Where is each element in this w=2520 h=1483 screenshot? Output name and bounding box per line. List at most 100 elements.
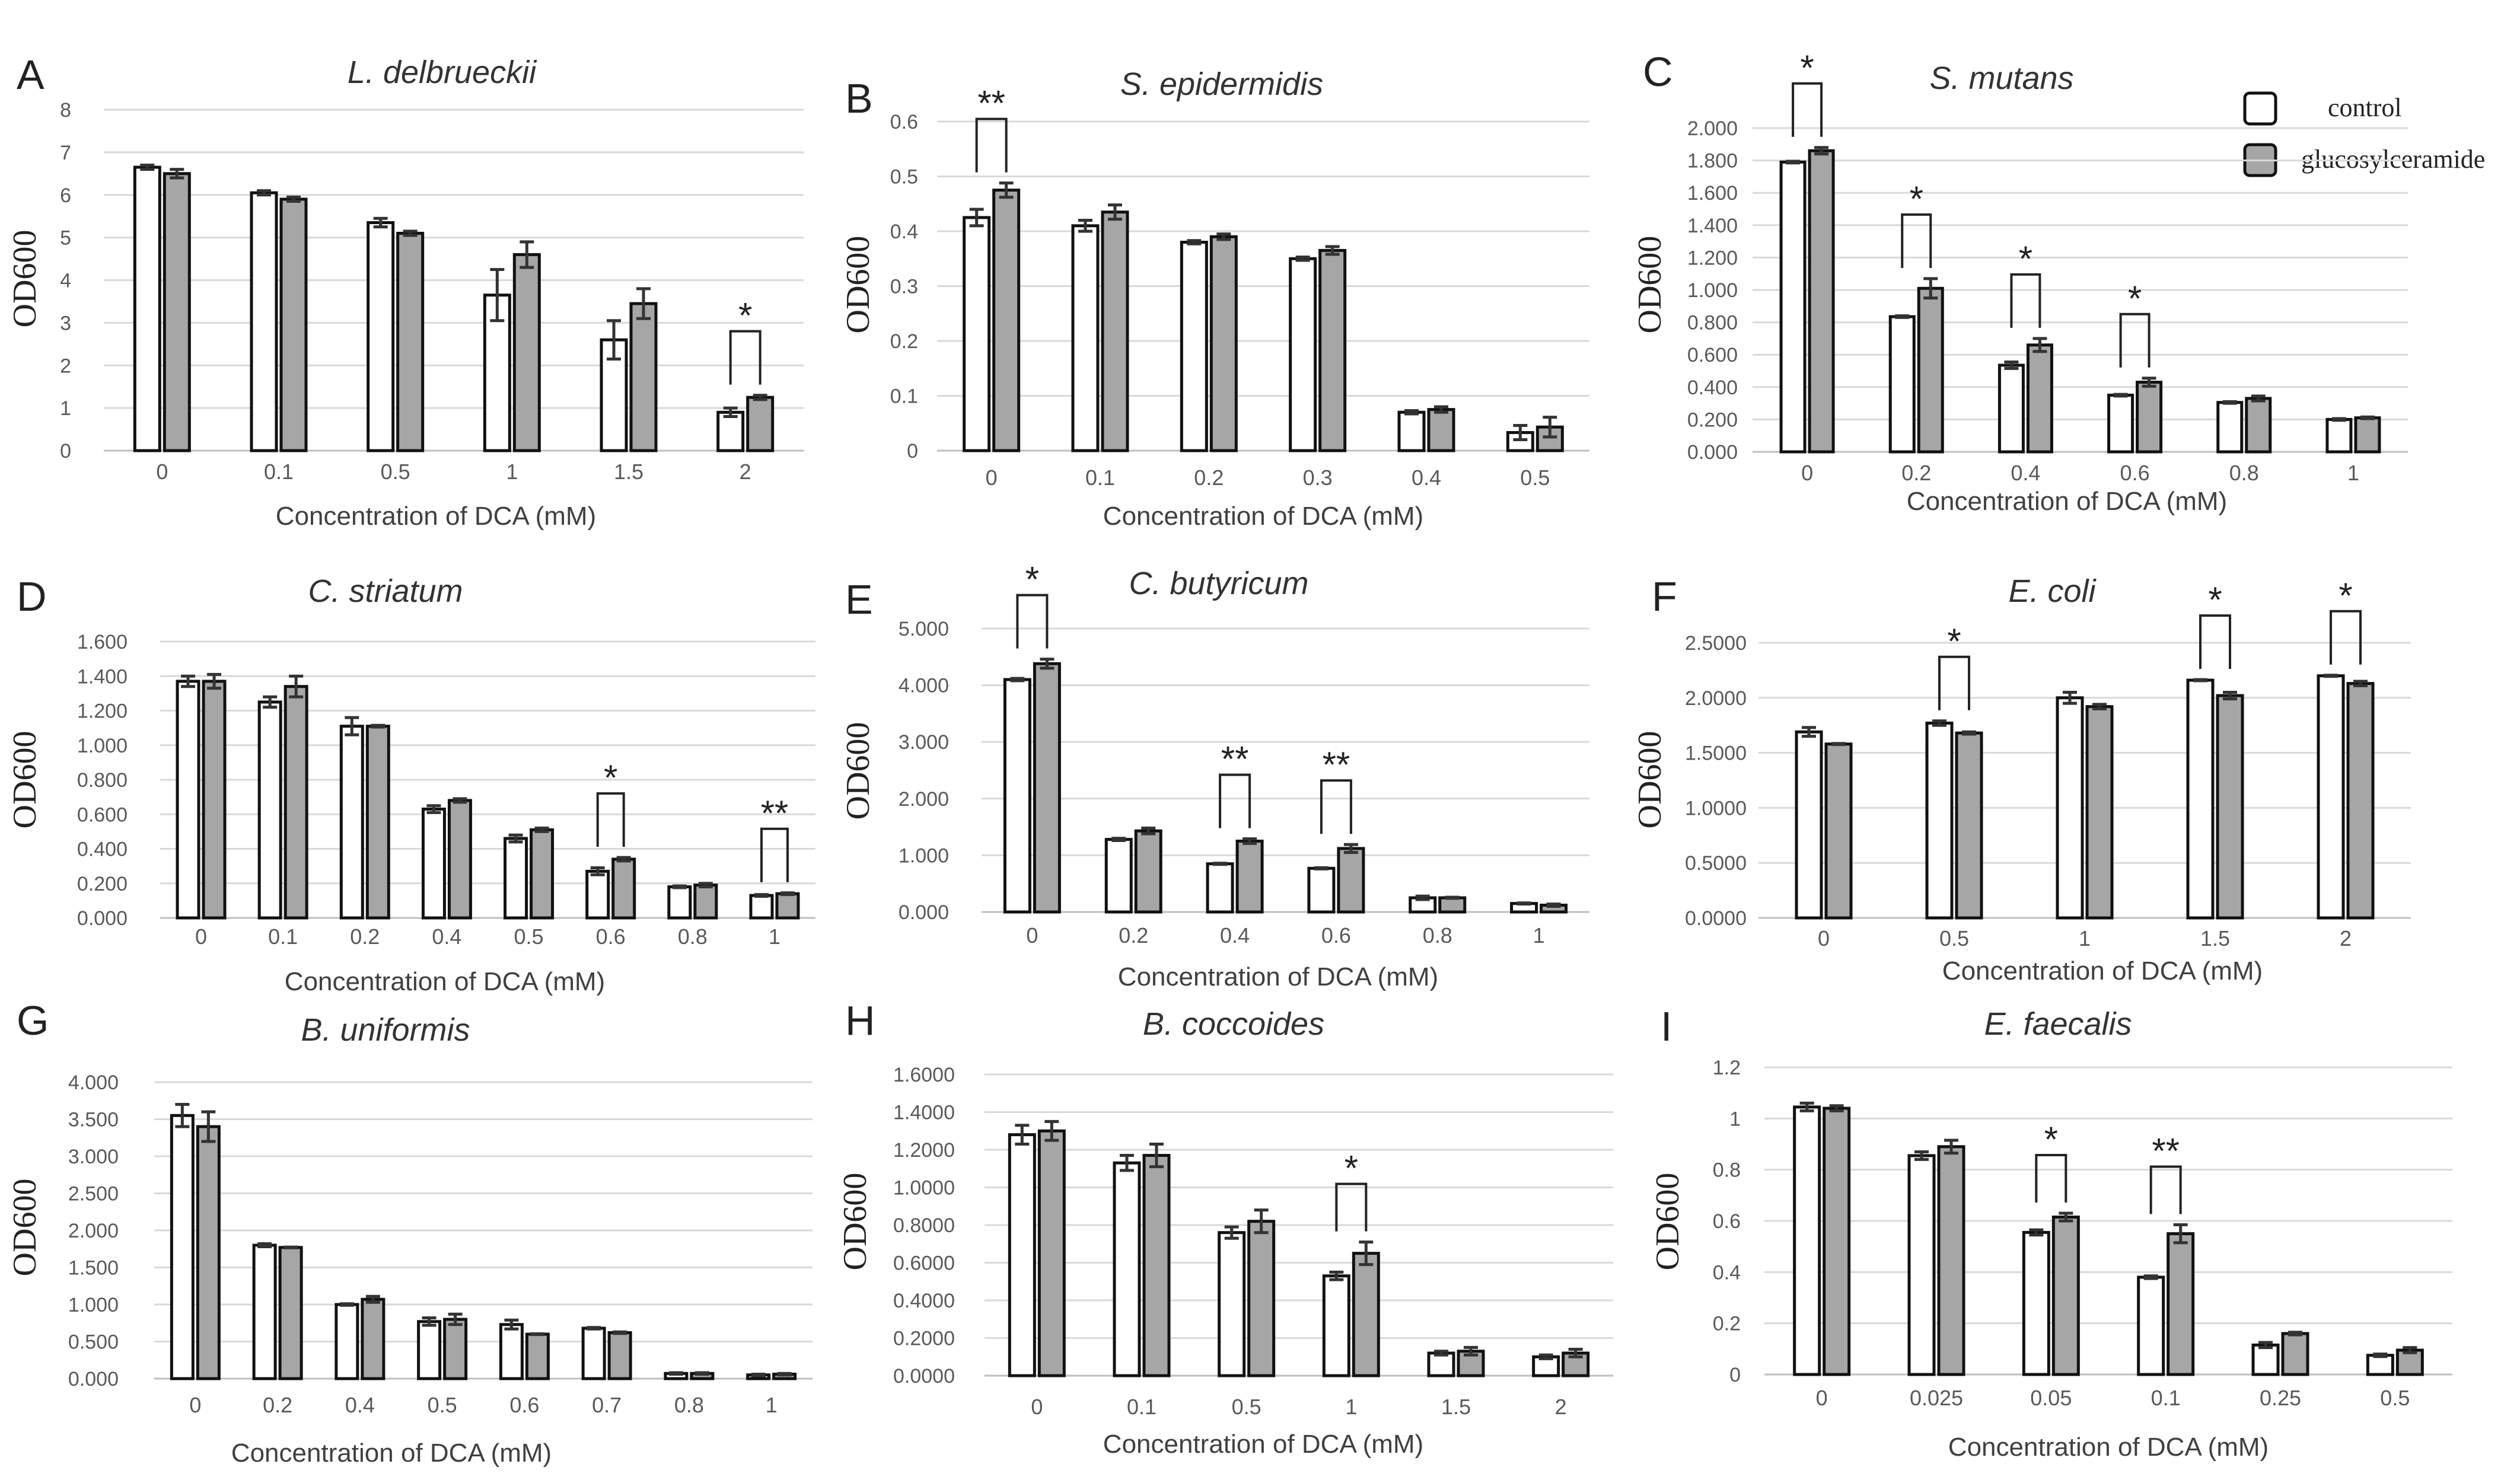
bar-control: [1113, 1161, 1141, 1377]
y-tick-label: 0.600: [1687, 344, 1738, 366]
error-bar: [1923, 277, 1938, 300]
error-bar: [2373, 1352, 2388, 1358]
y-tick-label: 0: [907, 440, 918, 463]
y-tick-label: 4.000: [899, 675, 949, 697]
error-bar: [426, 804, 441, 814]
chart-title: B. uniformis: [301, 1012, 470, 1048]
bar-glucosylceramide: [1808, 149, 1835, 454]
significance-label: *: [738, 296, 752, 336]
bar-glucosylceramide: [1824, 742, 1853, 920]
bar-control: [250, 191, 278, 452]
x-tick-label: 0.3: [1303, 465, 1333, 490]
bar-glucosylceramide: [1823, 1106, 1851, 1376]
y-tick-label: 0.200: [77, 873, 128, 895]
y-tick-label: 0.6000: [893, 1252, 955, 1275]
error-bar: [636, 287, 651, 320]
significance-bracket: [2330, 610, 2362, 665]
x-tick-label: 0.2: [1119, 923, 1148, 948]
bar-glucosylceramide: [1235, 840, 1264, 914]
bar-glucosylceramide: [1247, 1220, 1276, 1377]
error-bar: [422, 1316, 437, 1327]
significance-bracket: [2149, 1165, 2182, 1214]
bar-control: [1307, 866, 1336, 914]
bar-control: [176, 680, 200, 920]
error-bar: [1325, 245, 1340, 256]
y-tick-label: 1.200: [1687, 247, 1738, 269]
y-tick-label: 0.1: [890, 385, 918, 408]
chart-title: C. butyricum: [1129, 566, 1308, 601]
x-tick-label: 0.5: [1939, 926, 1969, 951]
y-tick-label: 1.200: [77, 700, 128, 723]
significance-label: *: [1947, 621, 1961, 661]
bar-glucosylceramide: [530, 828, 555, 920]
error-bar: [1895, 314, 1910, 319]
error-bar: [2353, 680, 2368, 687]
significance-bracket: [1219, 773, 1251, 828]
bar-glucosylceramide: [365, 725, 390, 920]
x-tick-label: 0.6: [509, 1393, 539, 1417]
y-tick-label: 0.0000: [1685, 907, 1747, 930]
legend: control glucosylceramide: [2243, 91, 2485, 177]
bar-glucosylceramide: [196, 1125, 221, 1380]
y-tick-label: 1.5000: [1685, 742, 1747, 765]
y-tick-label: 0.800: [77, 769, 128, 792]
error-bar: [1404, 409, 1419, 416]
chart-title: S. mutans: [1929, 60, 2073, 96]
legend-label-control: control: [2328, 93, 2402, 122]
error-bar: [453, 797, 467, 804]
error-bar: [969, 208, 984, 228]
error-bar: [1149, 1142, 1164, 1169]
y-tick-label: 1.000: [77, 735, 128, 757]
error-bar: [2173, 1223, 2188, 1245]
error-bar: [1814, 146, 1829, 156]
y-axis-label: OD600: [840, 722, 877, 820]
y-tick-label: 2.000: [1687, 117, 1738, 140]
y-tick-label: 1.400: [77, 665, 128, 688]
bar-control: [2056, 696, 2084, 920]
bar-glucosylceramide: [2216, 694, 2244, 920]
significance-label: *: [2128, 279, 2142, 318]
bar-control: [1925, 721, 1954, 920]
error-bar: [2324, 674, 2338, 678]
y-tick-label: 1.500: [68, 1257, 119, 1280]
chart-title: L. delbrueckii: [348, 55, 537, 90]
error-bar: [2288, 1331, 2302, 1337]
x-tick-label: 1: [769, 924, 780, 949]
bar-glucosylceramide: [283, 685, 308, 920]
bar-control: [2317, 674, 2345, 920]
x-tick-label: 0.4: [1412, 465, 1441, 490]
error-bar: [1415, 894, 1430, 901]
significance-label: **: [1221, 739, 1249, 779]
bar-control: [1779, 160, 1807, 454]
error-bar: [1786, 160, 1801, 165]
bar-control: [585, 869, 610, 920]
error-bar: [1831, 742, 1846, 747]
bar-glucosylceramide: [2167, 1232, 2195, 1376]
error-bar: [698, 882, 713, 889]
x-tick-label: 0: [195, 924, 207, 949]
y-tick-label: 0.400: [77, 838, 128, 861]
x-tick-label: 0.5: [2380, 1386, 2410, 1410]
bar-glucosylceramide: [1352, 1252, 1380, 1377]
error-bar: [2360, 415, 2375, 420]
x-tick-label: 0: [986, 465, 998, 490]
x-tick-label: 0.8: [1423, 923, 1452, 948]
y-tick-label: 1.0000: [893, 1177, 955, 1200]
y-tick-label: 1: [1729, 1108, 1741, 1130]
error-bar: [1445, 895, 1460, 900]
x-tick-label: 1.5: [1441, 1395, 1471, 1419]
chart-panel-A: A L. delbrueckii 0 1 2 3 4 5 6 7 8 Concentration of…: [7, 52, 804, 531]
significance-bracket: [2035, 1154, 2067, 1203]
x-axis-label: Concentration of DCA (mM): [285, 967, 605, 996]
y-tick-label: 1.600: [77, 631, 128, 653]
significance-bracket: [760, 827, 789, 882]
y-tick-label: 0.000: [899, 901, 949, 924]
x-tick-label: 0.7: [592, 1393, 622, 1417]
error-bar: [668, 1371, 683, 1376]
x-tick-label: 0.025: [1910, 1386, 1963, 1410]
error-bar: [448, 1312, 463, 1326]
error-bar: [751, 1373, 766, 1377]
bar-control: [1003, 678, 1031, 914]
x-tick-label: 0.4: [2011, 461, 2040, 485]
y-tick-label: 5.000: [899, 618, 949, 640]
